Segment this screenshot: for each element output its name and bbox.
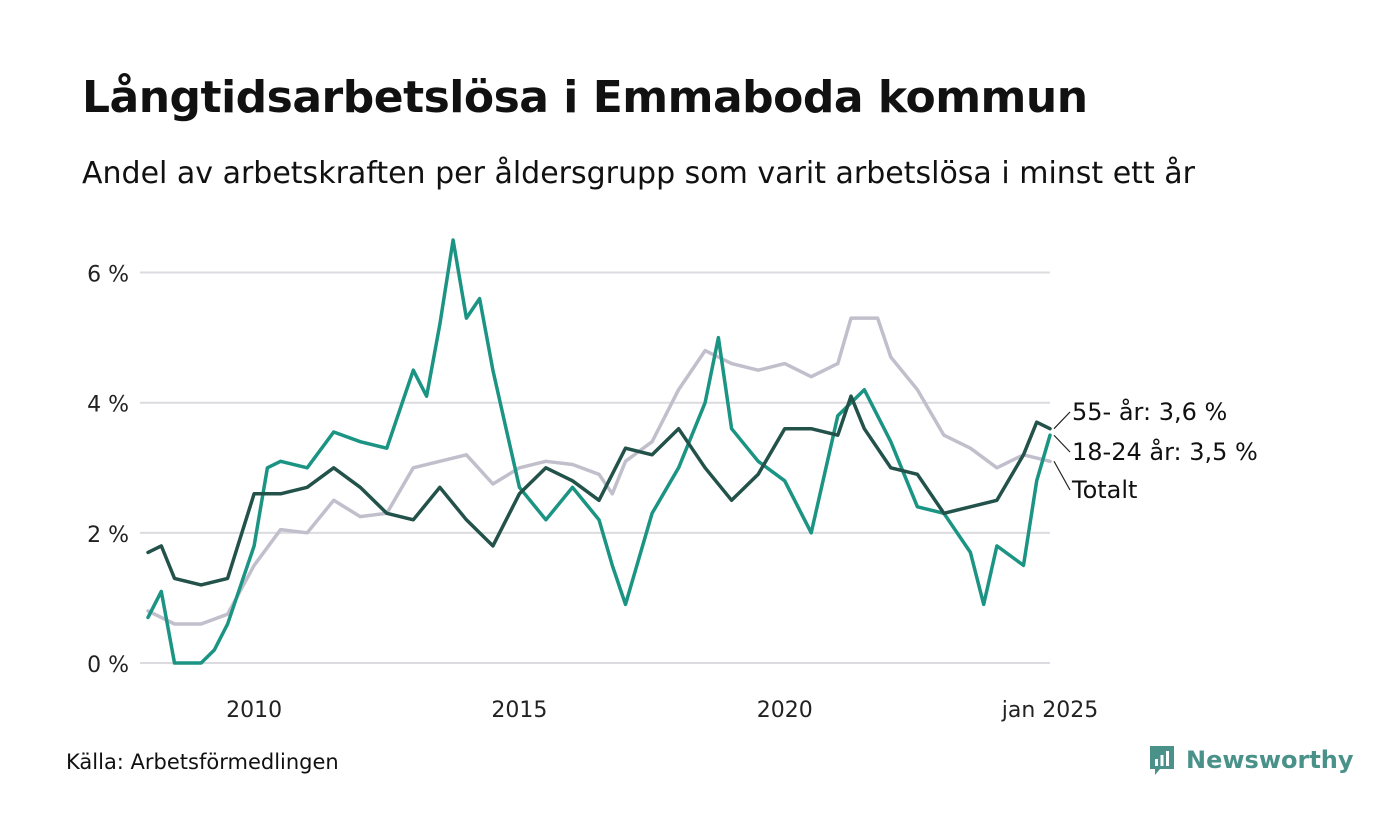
y-tick-label: 2 % bbox=[87, 523, 129, 548]
series-end-label: 55- år: 3,6 % bbox=[1072, 397, 1227, 426]
source-note: Källa: Arbetsförmedlingen bbox=[66, 750, 339, 774]
x-tick-label: jan 2025 bbox=[1001, 698, 1099, 723]
brand-name: Newsworthy bbox=[1186, 746, 1354, 774]
series-end-label: Totalt bbox=[1071, 476, 1137, 504]
leader-line bbox=[1053, 411, 1071, 430]
x-tick-label: 2020 bbox=[757, 698, 813, 723]
line-chart: 0 % 2 % 4 % 6 % 2010 2015 2020 jan 2025 55- år… bbox=[87, 238, 1258, 723]
x-tick-label: 2015 bbox=[491, 698, 547, 723]
series-line-totalt bbox=[146, 316, 1052, 626]
series-line-55-r bbox=[146, 394, 1052, 587]
series-end-label: 18-24 år: 3,5 % bbox=[1072, 437, 1258, 466]
series-lines bbox=[146, 238, 1052, 665]
y-tick-label: 0 % bbox=[87, 653, 129, 678]
chart-title: Långtidsarbetslösa i Emmaboda kommun bbox=[82, 72, 1088, 123]
x-tick-label: 2010 bbox=[226, 698, 282, 723]
bar-chart-speech-bubble-icon bbox=[1150, 746, 1174, 775]
series-line-18-24-r bbox=[146, 238, 1052, 665]
y-axis-ticks: 0 % 2 % 4 % 6 % bbox=[87, 263, 129, 678]
leader-line bbox=[1053, 434, 1071, 453]
leader-line bbox=[1053, 460, 1071, 491]
end-labels: 55- år: 3,6 % 18-24 år: 3,5 % Totalt bbox=[1053, 397, 1258, 504]
gridlines bbox=[140, 271, 1050, 664]
x-axis-ticks: 2010 2015 2020 jan 2025 bbox=[226, 698, 1098, 723]
brand-logo: Newsworthy bbox=[1148, 744, 1354, 776]
chart-subtitle: Andel av arbetskraften per åldersgrupp s… bbox=[82, 156, 1195, 191]
y-tick-label: 4 % bbox=[87, 393, 129, 418]
y-tick-label: 6 % bbox=[87, 263, 129, 288]
